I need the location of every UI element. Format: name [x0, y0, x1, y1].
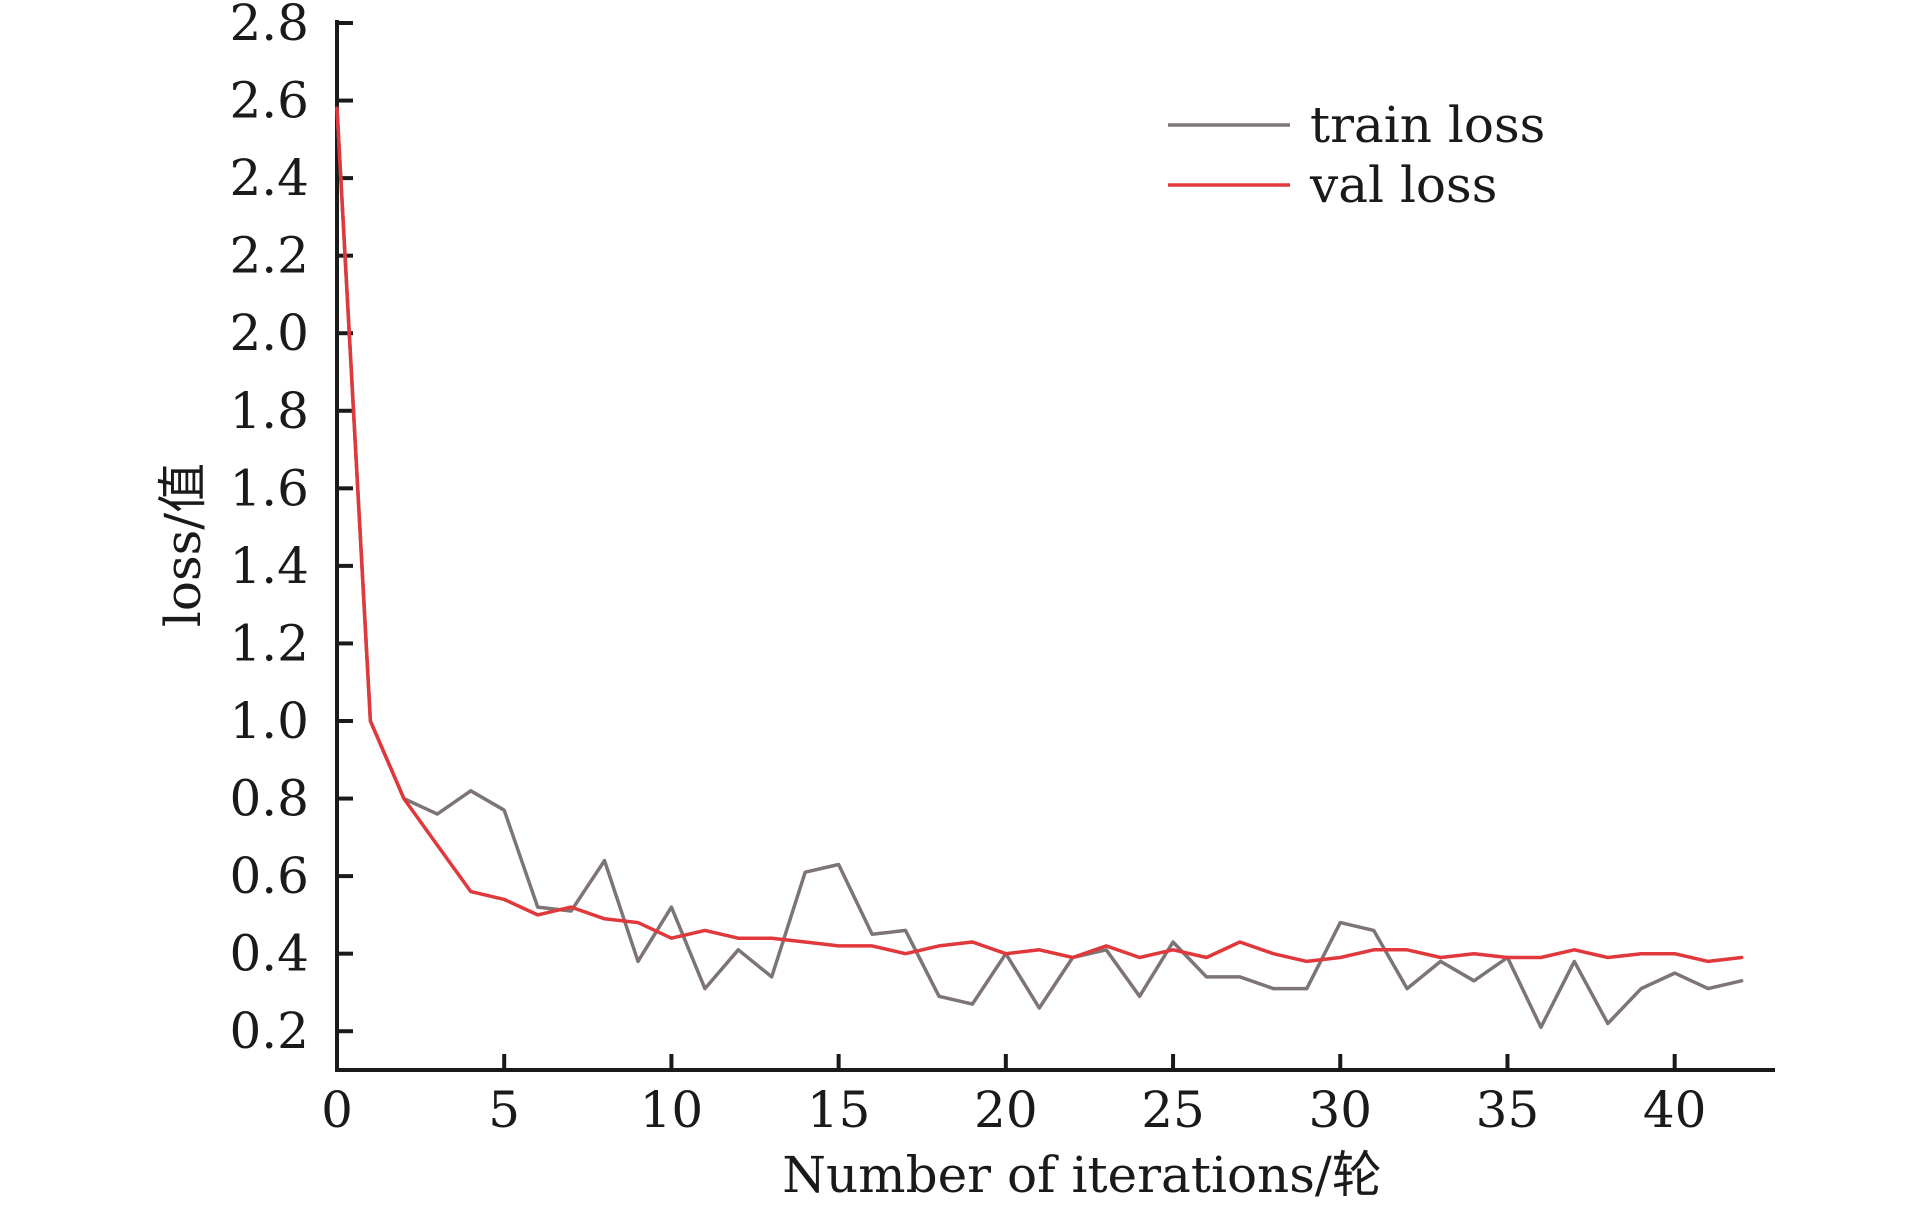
y-tick-label: 2.8 [229, 0, 309, 52]
axes-layer: 0.2 0.4 0.6 0.8 1.0 1.2 1.4 1.6 1.8 2.0 2.2 2.4 2.6 2… [229, 0, 1775, 1139]
x-tick-label: 0 [321, 1081, 353, 1139]
y-tick-label: 2.4 [229, 149, 309, 207]
y-tick-label: 1.2 [229, 614, 309, 672]
series-layer [335, 106, 1744, 1030]
y-tick-label: 1.8 [229, 382, 309, 440]
x-tick-label: 35 [1476, 1081, 1540, 1139]
legend-label-val-loss: val loss [1309, 156, 1497, 214]
x-tick-label: 20 [974, 1081, 1038, 1139]
y-tick-label: 0.2 [229, 1002, 309, 1060]
series-val-loss-line [335, 106, 1744, 964]
legend-label-train-loss: train loss [1310, 96, 1545, 154]
x-tick-label: 30 [1308, 1081, 1372, 1139]
y-tick-label: 1.6 [229, 459, 309, 517]
y-tick-label: 1.4 [229, 537, 309, 595]
series-train-loss-line [335, 106, 1744, 1030]
y-tick-label: 1.0 [229, 692, 309, 750]
x-tick-label: 40 [1643, 1081, 1707, 1139]
x-tick-label: 15 [807, 1081, 871, 1139]
y-axis-title: loss/值 [154, 463, 212, 627]
x-tick-label: 25 [1141, 1081, 1205, 1139]
y-tick-label: 2.0 [229, 304, 309, 362]
y-tick-label: 0.8 [229, 770, 309, 828]
y-tick-label: 2.2 [229, 227, 309, 285]
y-tick-label: 0.4 [229, 925, 309, 983]
y-tick-label: 0.6 [229, 847, 309, 905]
x-tick-label: 5 [488, 1081, 520, 1139]
x-axis-title: Number of iterations/轮 [782, 1146, 1382, 1204]
y-tick-label: 2.6 [229, 72, 309, 130]
x-tick-label: 10 [640, 1081, 704, 1139]
